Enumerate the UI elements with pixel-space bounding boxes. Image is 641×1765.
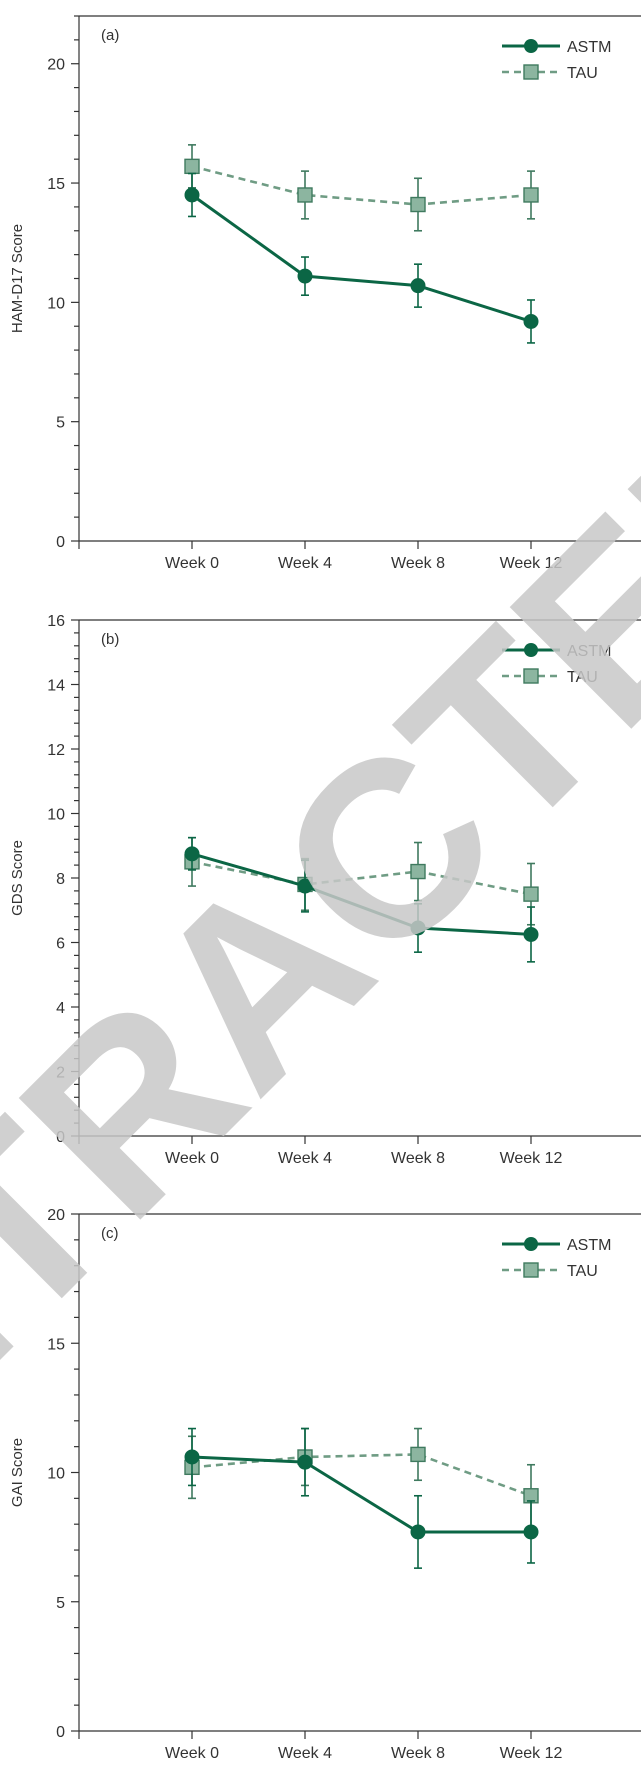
data-point [410, 196, 426, 213]
series-tau [184, 1427, 539, 1528]
panel-tag: (b) [101, 631, 119, 648]
y-axis-label: GDS Score [9, 840, 26, 916]
y-tick-label: 10 [47, 807, 65, 824]
x-tick-label: Week 8 [391, 1150, 445, 1167]
data-point [297, 268, 313, 284]
series-astm [184, 836, 539, 963]
chart-panel-1: 0 5 10 15 20 Week 0 Week 4 Week 8 Week 12 (a) HAM-… [9, 15, 641, 572]
y-tick-label: 2 [56, 1065, 65, 1082]
y-tick-label: 5 [56, 1595, 65, 1612]
legend-marker [524, 1237, 538, 1251]
series-tau [184, 144, 539, 232]
y-tick-label: 5 [56, 415, 65, 432]
data-point [523, 313, 539, 329]
data-point [523, 926, 539, 942]
x-tick-label: Week 0 [165, 1745, 219, 1762]
y-tick-label: 8 [56, 871, 65, 888]
retracted-watermark: RETRACTED [0, 335, 641, 1622]
data-point [410, 278, 426, 294]
legend-item-tau: TAU [502, 668, 598, 686]
y-tick-label: 20 [47, 57, 65, 74]
legend-label: ASTM [567, 39, 611, 56]
data-point [523, 1524, 539, 1540]
legend-marker [523, 1262, 539, 1278]
x-tick-label: Week 8 [391, 555, 445, 572]
data-point [410, 1524, 426, 1540]
y-tick-label: 10 [47, 1466, 65, 1483]
legend-item-astm: ASTM [502, 1237, 611, 1254]
y-axis-label: HAM-D17 Score [9, 224, 26, 333]
x-tick-label: Week 12 [500, 1745, 563, 1762]
legend-item-tau: TAU [502, 64, 598, 82]
y-tick-label: 14 [47, 678, 65, 695]
series-line [191, 1455, 531, 1534]
series-line [191, 852, 532, 936]
legend-marker [523, 668, 539, 684]
legend-label: TAU [567, 1263, 598, 1280]
x-tick-label: Week 4 [278, 555, 332, 572]
legend-label: TAU [567, 669, 598, 686]
legend-item-astm: ASTM [502, 39, 611, 56]
series-line [191, 1453, 532, 1497]
series-astm [184, 1427, 539, 1569]
chart-panel-2: 0 2 4 6 8 10 12 14 16 Week 0 Week 4 Week 8 Week 12 (b… [9, 613, 641, 1167]
data-point [184, 158, 200, 175]
series-astm [184, 172, 539, 344]
y-tick-label: 15 [47, 1336, 65, 1353]
legend-marker [524, 643, 538, 657]
x-tick-label: Week 0 [165, 1150, 219, 1167]
y-axis-label: GAI Score [9, 1438, 26, 1507]
y-tick-label: 0 [56, 1724, 65, 1741]
panel-tag: (c) [101, 1225, 119, 1242]
x-tick-label: Week 4 [278, 1745, 332, 1762]
data-point [410, 1446, 426, 1463]
chart-panel-3: 0 5 10 15 20 Week 0 Week 4 Week 8 Week 12 (c) GAI … [9, 1207, 641, 1762]
data-point [297, 878, 313, 894]
data-point [184, 187, 200, 203]
y-tick-label: 16 [47, 613, 65, 630]
data-point [523, 886, 539, 902]
x-tick-label: Week 8 [391, 1745, 445, 1762]
legend-marker [524, 39, 538, 53]
y-tick-label: 10 [47, 295, 65, 312]
x-tick-label: Week 4 [278, 1150, 332, 1167]
y-tick-label: 0 [56, 1129, 65, 1146]
y-tick-label: 20 [47, 1207, 65, 1224]
data-point [410, 920, 426, 936]
panel-tag: (a) [101, 27, 119, 44]
data-point [297, 1454, 313, 1470]
data-point [410, 863, 426, 880]
y-tick-label: 4 [56, 1000, 65, 1017]
legend-label: TAU [567, 65, 598, 82]
legend-label: ASTM [567, 1237, 611, 1254]
series-line [191, 193, 532, 323]
y-tick-label: 12 [47, 742, 65, 759]
legend-label: ASTM [567, 643, 611, 660]
data-point [184, 846, 200, 862]
x-tick-label: Week 12 [500, 555, 563, 572]
series-line [191, 860, 532, 896]
y-tick-label: 6 [56, 936, 65, 953]
legend-marker [523, 64, 539, 80]
y-tick-label: 15 [47, 176, 65, 193]
x-tick-label: Week 12 [500, 1150, 563, 1167]
data-point [297, 187, 313, 203]
legend-item-tau: TAU [502, 1262, 598, 1280]
data-point [184, 1449, 200, 1465]
series-line [191, 165, 532, 206]
data-point [523, 187, 539, 203]
legend-item-astm: ASTM [502, 643, 611, 660]
x-tick-label: Week 0 [165, 555, 219, 572]
y-tick-label: 0 [56, 534, 65, 551]
